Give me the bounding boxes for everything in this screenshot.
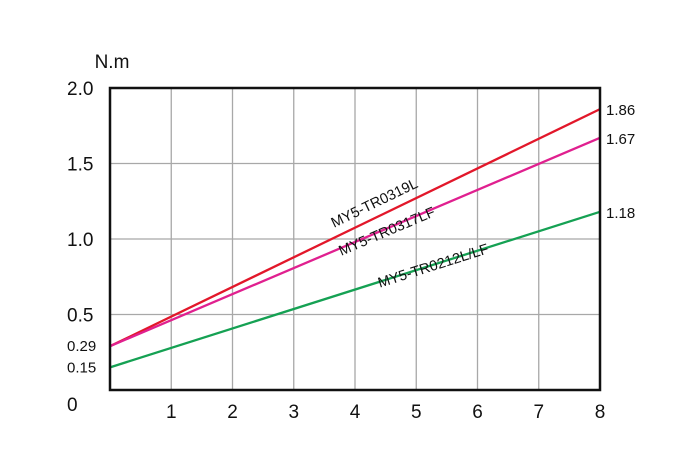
- y-tick-label: 2.0: [67, 79, 93, 100]
- intercept-label: 0.29: [67, 338, 96, 355]
- extra-y-labels: 0.29 0.15: [67, 338, 96, 376]
- y-axis-unit-label: N.m: [95, 52, 130, 73]
- y-tick-label: 0.5: [67, 306, 93, 327]
- series-line: [109, 108, 601, 348]
- y-tick-label: 1.0: [67, 230, 93, 251]
- x-tick-label: 5: [411, 402, 422, 423]
- series-name-label: MY5-TR0212L/LF: [376, 241, 491, 291]
- series-end-labels: 1.86 1.67 1.18: [606, 102, 635, 222]
- x-tick-label: 1: [166, 402, 177, 423]
- series-line: [109, 136, 601, 348]
- x-tick-label: 2: [227, 402, 238, 423]
- series-end-label: 1.86: [606, 102, 635, 119]
- intercept-label: 0.15: [67, 359, 96, 376]
- x-axis-ticks: 1 2 3 4 5 6 7 8: [166, 402, 605, 423]
- x-tick-label: 4: [350, 402, 361, 423]
- plot-frame: [108, 86, 602, 392]
- series-end-label: 1.67: [606, 131, 635, 148]
- series-end-label: 1.18: [606, 205, 635, 222]
- x-tick-label: 6: [472, 402, 483, 423]
- series-lines: [109, 108, 601, 369]
- series-line: [109, 210, 601, 369]
- x-tick-label: 7: [533, 402, 544, 423]
- x-tick-label: 8: [595, 402, 606, 423]
- origin-label: 0: [67, 395, 78, 416]
- x-tick-label: 3: [288, 402, 299, 423]
- y-tick-label: 1.5: [67, 155, 93, 176]
- y-axis-ticks: 0.5 1.0 1.5 2.0: [67, 79, 93, 327]
